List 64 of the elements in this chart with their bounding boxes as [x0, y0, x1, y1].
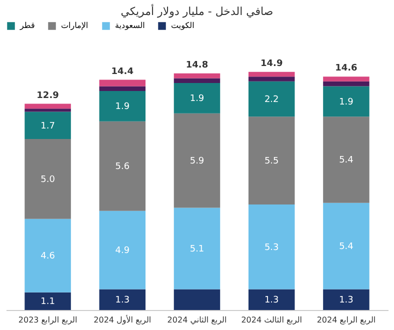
bar: [174, 73, 220, 78]
total-label: 14.9: [260, 58, 283, 69]
data-label: 1.9: [339, 97, 354, 108]
bar: [248, 72, 295, 77]
bar: [174, 289, 220, 310]
x-tick-label: الربع الأول 2024: [94, 314, 152, 324]
bar: [174, 113, 220, 208]
bar: [323, 81, 370, 86]
data-label: 5.4: [339, 156, 354, 166]
bar: [24, 138, 71, 219]
legend-label: السعودية: [115, 21, 145, 30]
bar: [99, 80, 146, 86]
bar: [323, 86, 370, 117]
bar: [99, 86, 146, 91]
total-label: 12.9: [36, 90, 59, 101]
data-label: 1.9: [190, 94, 204, 104]
data-label: 1.7: [40, 121, 55, 132]
total-label: 14.6: [335, 64, 358, 74]
bar: [174, 78, 220, 84]
data-label: 1.3: [339, 296, 354, 306]
x-tick-label: الربع الرابع 2024: [316, 316, 376, 324]
bar: [323, 116, 370, 203]
legend-label: قطر: [19, 21, 35, 30]
data-label: 2.2: [264, 94, 279, 105]
x-tick-label: الربع الثاني 2024: [167, 316, 227, 324]
bar: [99, 91, 146, 122]
bar: [323, 76, 370, 82]
data-label: 4.6: [40, 252, 56, 262]
data-label: 1.3: [264, 296, 279, 306]
data-label: 1.9: [115, 102, 130, 112]
data-label: 1.3: [115, 296, 130, 306]
total-label: 14.4: [111, 66, 134, 77]
data-label: 5.1: [190, 244, 204, 254]
legend-label: الكويت: [171, 21, 194, 30]
data-label: 5.0: [40, 174, 56, 185]
data-label: 4.9: [115, 246, 130, 256]
bar: [24, 292, 71, 310]
bar: [248, 204, 295, 290]
data-label: 5.4: [339, 242, 354, 252]
chart-title: صافي الدخل - مليار دولار أمريكي: [120, 4, 274, 18]
bar: [323, 289, 370, 310]
data-label: 5.5: [264, 156, 279, 167]
bar: [174, 208, 220, 290]
bar: [174, 83, 220, 114]
data-label: 1.1: [40, 297, 55, 308]
x-tick-label: الربع الرابع 2023: [18, 316, 78, 324]
data-label: 5.9: [190, 156, 204, 167]
bar: [24, 104, 71, 109]
legend-label: الإمارات: [61, 21, 88, 30]
bar: [248, 289, 295, 310]
total-label: 14.8: [186, 60, 208, 70]
bar: [24, 108, 71, 112]
bar: [24, 112, 71, 139]
x-tick-label: الربع الثالث 2024: [241, 316, 302, 324]
bar: [99, 121, 146, 211]
bar: [248, 116, 295, 204]
bar: [99, 210, 146, 290]
bar: [248, 81, 295, 117]
data-label: 5.6: [115, 162, 130, 172]
bar: [248, 76, 295, 82]
bar: [323, 202, 370, 290]
data-label: 5.3: [264, 242, 279, 253]
bar: [99, 289, 146, 310]
bar: [24, 218, 71, 292]
